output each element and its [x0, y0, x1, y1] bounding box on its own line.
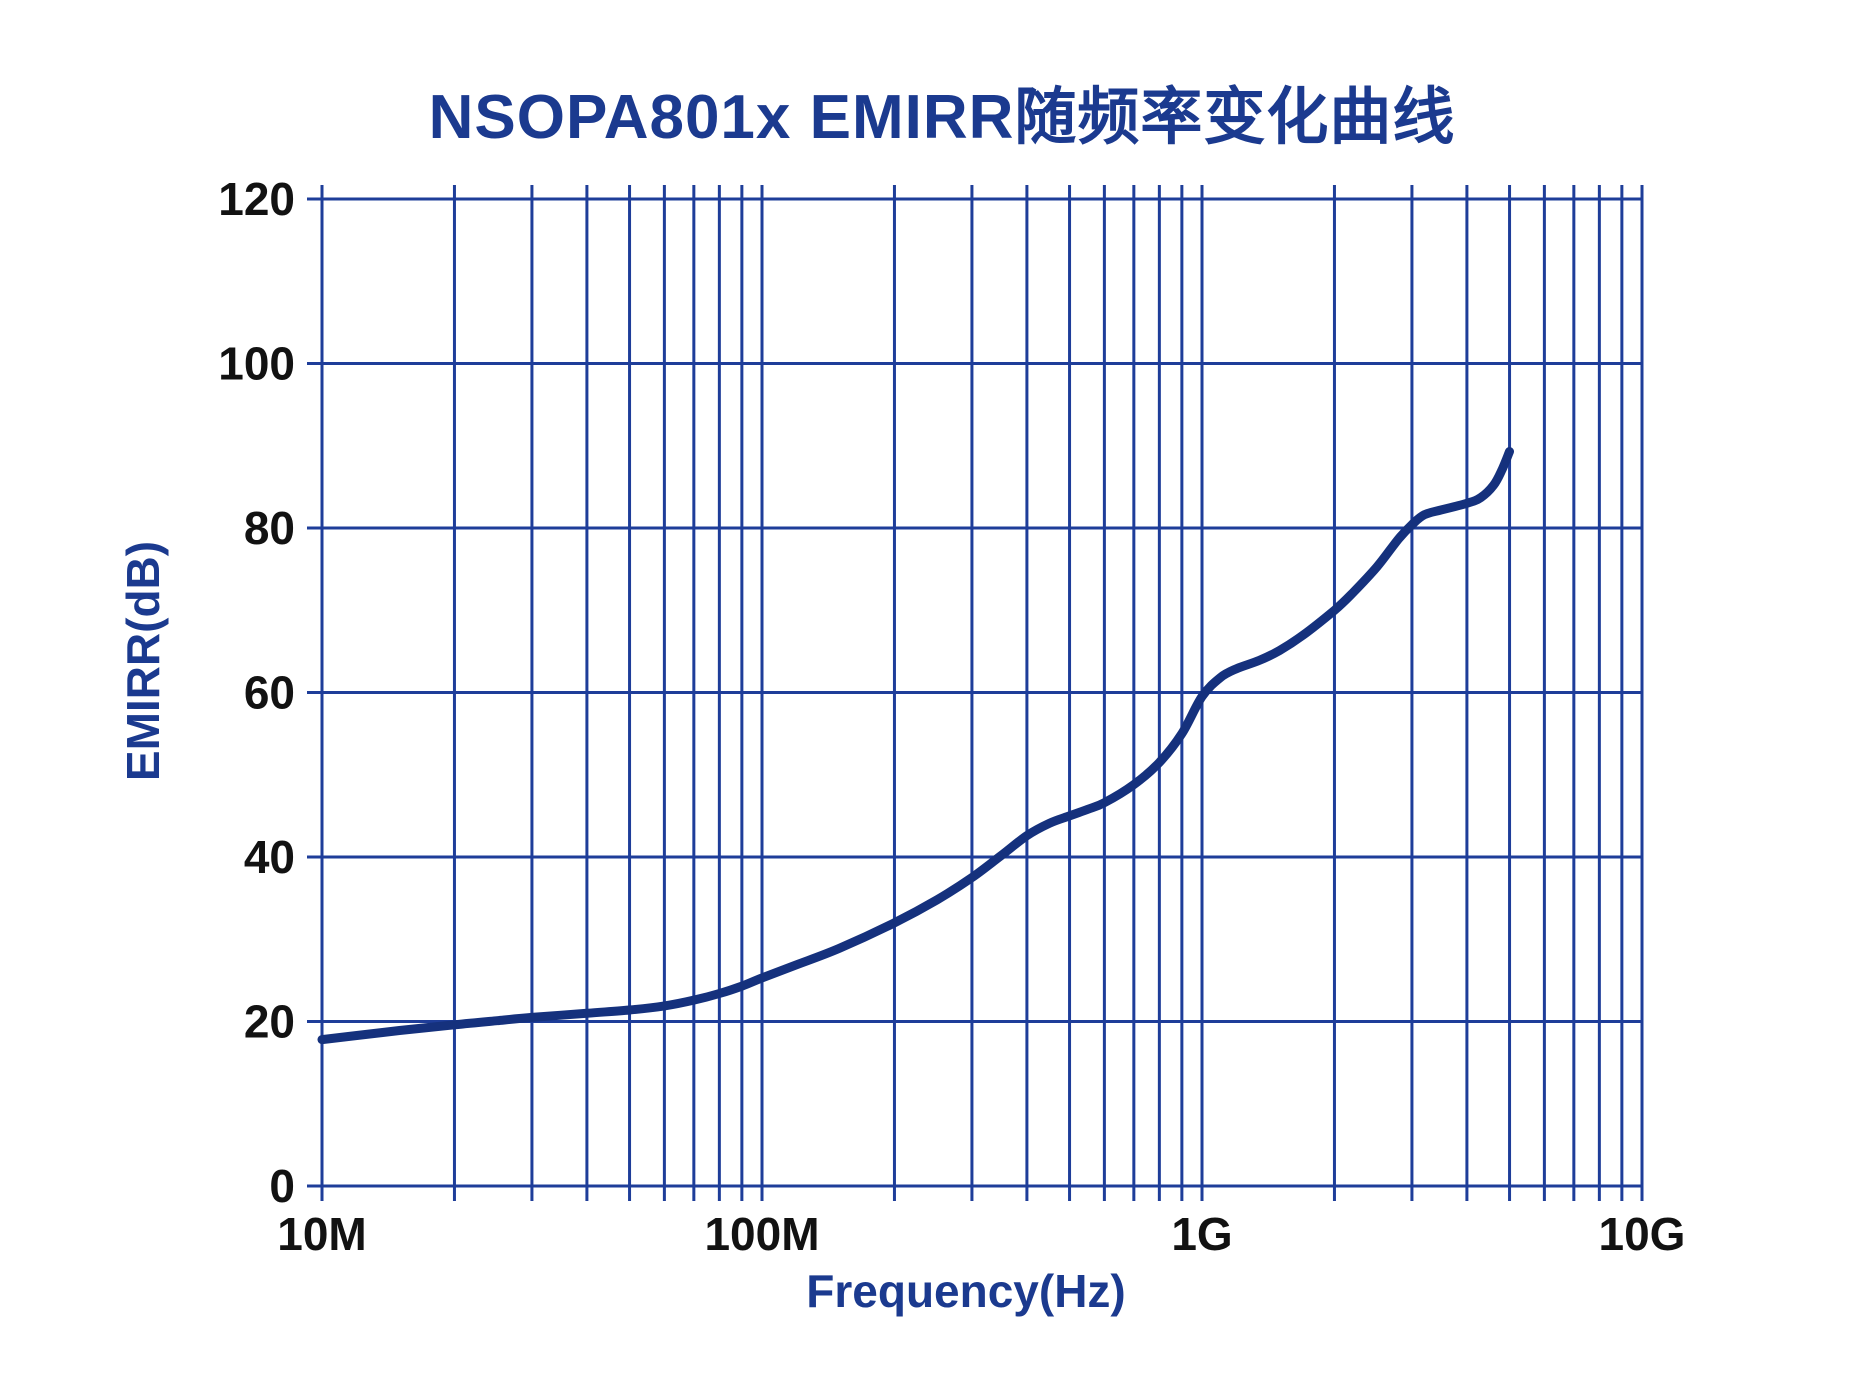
x-tick-label: 10M: [277, 1208, 366, 1260]
grid-lines: [307, 185, 1644, 1201]
y-tick-label: 40: [244, 831, 295, 883]
y-tick-label: 60: [244, 667, 295, 719]
y-tick-label: 0: [269, 1160, 295, 1212]
y-axis-label: EMIRR(dB): [117, 540, 169, 782]
chart-title: NSOPA801x EMIRR随频率变化曲线: [428, 83, 1456, 152]
y-tick-label: 80: [244, 502, 295, 554]
x-tick-label: 10G: [1599, 1208, 1686, 1260]
x-tick-label: 1G: [1171, 1208, 1232, 1260]
y-tick-label: 100: [218, 338, 295, 390]
y-tick-label: 120: [218, 173, 295, 225]
x-tick-labels: 10M 100M 1G 10G: [277, 1208, 1685, 1260]
x-tick-label: 100M: [704, 1208, 819, 1260]
y-tick-label: 20: [244, 996, 295, 1048]
y-tick-labels: 0 20 40 60 80 100 120: [218, 173, 295, 1212]
x-axis-label: Frequency(Hz): [806, 1265, 1126, 1317]
emirr-curve: [317, 447, 1514, 1045]
